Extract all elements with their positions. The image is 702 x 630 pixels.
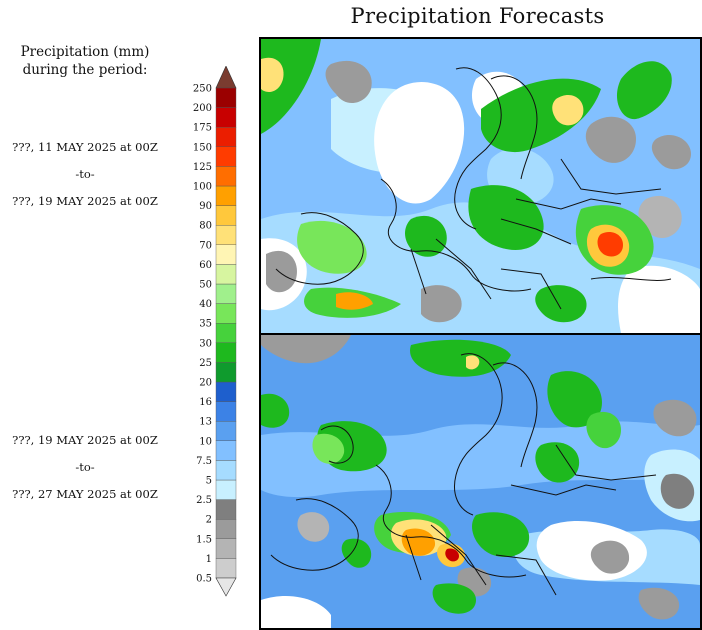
colorbar-segment	[215, 342, 237, 363]
colorbar-segment	[215, 303, 237, 324]
trace-rain-areas	[266, 60, 691, 323]
colorbar-tick-label: 35	[199, 319, 212, 330]
colorbar-segment	[215, 224, 237, 245]
period-2-start: ???, 19 MAY 2025 at 00Z	[12, 433, 158, 447]
colorbar-tick-label: 80	[199, 221, 212, 232]
legend-title-line2: during the period:	[22, 62, 148, 78]
coastlines-and-borders	[275, 67, 672, 310]
colorbar-segment	[215, 519, 237, 540]
colorbar-segment	[215, 362, 237, 383]
period-2-label: ???, 19 MAY 2025 at 00Z -to- ???, 27 MAY…	[0, 427, 170, 508]
colorbar-tick-label: 20	[199, 378, 212, 389]
colorbar-segment	[215, 185, 237, 206]
colorbar-tick-label: 60	[199, 260, 212, 271]
precipitation-map-1	[261, 39, 700, 333]
colorbar-segment	[215, 460, 237, 481]
colorbar-tick-label: 200	[193, 103, 212, 114]
period-2-end: ???, 27 MAY 2025 at 00Z	[12, 487, 158, 501]
coastlines-and-borders	[270, 353, 657, 596]
colorbar-segment	[215, 283, 237, 304]
forecast-map-period-2	[259, 333, 702, 630]
colorbar-tick-label: 70	[199, 240, 212, 251]
heavy-rain-areas	[261, 57, 630, 310]
period-2-separator: -to-	[75, 460, 95, 474]
colorbar-tick-label: 2	[206, 515, 212, 526]
colorbar-segment	[215, 264, 237, 285]
colorbar-segment	[215, 146, 237, 167]
period-1-end: ???, 19 MAY 2025 at 00Z	[12, 194, 158, 208]
colorbar-bottom-arrow	[215, 577, 237, 597]
period-1-separator: -to-	[75, 167, 95, 181]
colorbar-tick-label: 90	[199, 201, 212, 212]
colorbar-segment	[215, 381, 237, 402]
colorbar-tick-label: 7.5	[196, 456, 212, 467]
colorbar-segment	[215, 499, 237, 520]
colorbar-tick-label: 13	[199, 417, 212, 428]
colorbar-segment	[215, 166, 237, 187]
colorbar-tick-label: 2.5	[196, 495, 212, 506]
period-1-label: ???, 11 MAY 2025 at 00Z -to- ???, 19 MAY…	[0, 134, 170, 215]
colorbar-segment	[215, 127, 237, 148]
heavy-rain-areas	[390, 355, 480, 568]
legend-title-line1: Precipitation (mm)	[20, 44, 150, 60]
colorbar-tick-label: 50	[199, 280, 212, 291]
colorbar-segment	[215, 558, 237, 579]
forecast-map-period-1	[259, 37, 702, 335]
colorbar-tick-label: 0.5	[196, 574, 212, 585]
colorbar-segment	[215, 538, 237, 559]
colorbar-tick-label: 250	[193, 84, 212, 95]
colorbar-tick-label: 30	[199, 338, 212, 349]
colorbar-segment	[215, 205, 237, 226]
colorbar-tick-label: 100	[193, 182, 212, 193]
legend-title: Precipitation (mm) during the period:	[0, 43, 170, 79]
colorbar-tick-label: 16	[199, 397, 212, 408]
page-title: Precipitation Forecasts	[350, 4, 605, 28]
colorbar-svg: 0.5 1 1.5 2 2.5 5 7.5 10 13 16 20 25 30 35 40 50 60 70 80 9…	[193, 65, 237, 597]
precipitation-colorbar: 0.5 1 1.5 2 2.5 5 7.5 10 13 16 20 25 30 35 40 50 60 70 80 9…	[186, 65, 256, 606]
colorbar-segment	[215, 421, 237, 442]
colorbar-tick-label: 40	[199, 299, 212, 310]
colorbar-segment	[215, 107, 237, 128]
colorbar-segment	[215, 440, 237, 461]
moderate-rain-areas	[261, 339, 621, 614]
colorbar-segment	[215, 323, 237, 344]
colorbar-tick-label: 175	[193, 123, 212, 134]
colorbar-segment	[215, 479, 237, 500]
colorbar-segment	[215, 401, 237, 422]
period-1-start: ???, 11 MAY 2025 at 00Z	[12, 140, 158, 154]
colorbar-tick-label: 150	[193, 142, 212, 153]
colorbar-segment	[215, 244, 237, 265]
colorbar-tick-label: 1	[206, 554, 212, 565]
colorbar-tick-label: 1.5	[196, 534, 212, 545]
colorbar-tick-label: 25	[199, 358, 212, 369]
colorbar-tick-label: 5	[206, 476, 212, 487]
colorbar-segment	[215, 87, 237, 108]
colorbar-top-arrow	[215, 65, 237, 89]
colorbar-tick-label: 10	[199, 436, 212, 447]
precipitation-map-2	[261, 335, 700, 628]
colorbar-tick-label: 125	[193, 162, 212, 173]
